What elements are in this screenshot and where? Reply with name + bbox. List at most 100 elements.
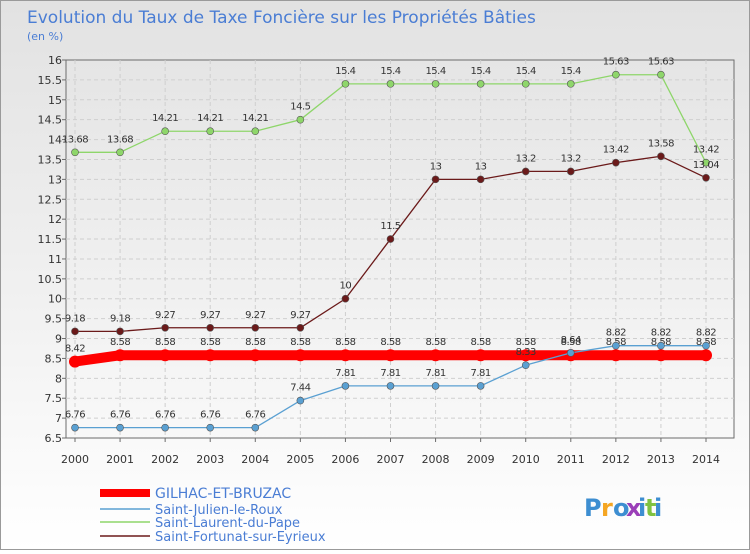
data-point bbox=[251, 127, 260, 136]
data-point bbox=[114, 349, 127, 362]
x-tick-label: 2014 bbox=[692, 453, 720, 466]
data-point bbox=[702, 341, 710, 350]
data-point bbox=[159, 349, 172, 362]
data-point bbox=[384, 349, 397, 362]
data-point bbox=[700, 349, 712, 362]
data-point bbox=[294, 349, 307, 362]
data-point bbox=[654, 349, 667, 362]
data-point bbox=[161, 423, 169, 432]
data-label: 8.58 bbox=[335, 337, 355, 348]
logo-letter: r bbox=[601, 494, 613, 522]
data-point bbox=[251, 423, 260, 432]
data-point bbox=[476, 80, 485, 88]
data-label: 13.42 bbox=[693, 145, 719, 156]
data-point bbox=[612, 70, 620, 79]
data-label: 13.2 bbox=[561, 153, 581, 164]
legend-label: Saint-Julien-le-Roux bbox=[155, 503, 283, 518]
x-tick-label: 2008 bbox=[422, 453, 450, 466]
data-label: 11.5 bbox=[380, 221, 400, 232]
data-point bbox=[296, 396, 305, 405]
y-tick-label: 15.5 bbox=[38, 74, 63, 87]
data-label: 13.04 bbox=[693, 160, 719, 171]
data-point bbox=[431, 382, 440, 390]
data-point bbox=[341, 294, 350, 303]
series-saint-laurent-du-pape: 13.68 13.68 14.21 14.21 14.21 14.5 15.4 15.4 15.… bbox=[62, 57, 720, 167]
data-label: 15.4 bbox=[471, 66, 491, 77]
data-point bbox=[519, 349, 532, 362]
data-label: 8.58 bbox=[425, 337, 445, 348]
data-label: 6.76 bbox=[65, 410, 85, 421]
logo-letter: i bbox=[654, 494, 662, 522]
data-point bbox=[296, 323, 305, 332]
x-tick-label: 2005 bbox=[286, 453, 314, 466]
data-point bbox=[339, 349, 352, 362]
y-tick-label: 14 bbox=[48, 134, 62, 147]
y-tick-label: 11.5 bbox=[38, 233, 63, 246]
data-label: 15.4 bbox=[380, 66, 400, 77]
data-label: 14.21 bbox=[152, 113, 178, 124]
y-tick-label: 7 bbox=[55, 412, 62, 425]
x-axis-ticks: 2000 2001 2002 2003 2004 2005 2006 2007 2008 2009… bbox=[61, 438, 720, 466]
data-point bbox=[386, 80, 395, 88]
data-label: 15.4 bbox=[425, 66, 445, 77]
y-tick-label: 12.5 bbox=[38, 193, 63, 206]
data-label: 9.27 bbox=[245, 310, 265, 321]
data-point bbox=[386, 382, 395, 390]
data-label: 13.2 bbox=[516, 153, 536, 164]
data-point bbox=[161, 127, 169, 136]
data-label: 7.81 bbox=[425, 368, 445, 379]
data-point bbox=[521, 80, 530, 88]
data-label: 8.82 bbox=[696, 328, 716, 339]
data-label: 8.42 bbox=[65, 344, 85, 355]
y-axis-label: (en %) bbox=[27, 30, 63, 43]
x-tick-label: 2012 bbox=[602, 453, 630, 466]
y-tick-label: 14.5 bbox=[38, 114, 63, 127]
y-tick-label: 16 bbox=[48, 54, 62, 67]
logo-letter: o bbox=[613, 494, 630, 522]
y-tick-label: 15 bbox=[48, 94, 62, 107]
logo-letter: t bbox=[645, 494, 656, 522]
y-tick-label: 6.5 bbox=[45, 432, 63, 445]
legend-label: Saint-Laurent-du-Pape bbox=[155, 516, 300, 531]
data-label: 15.4 bbox=[516, 66, 536, 77]
x-tick-label: 2000 bbox=[61, 453, 89, 466]
logo-letter: x bbox=[626, 494, 642, 522]
data-label: 8.58 bbox=[380, 337, 400, 348]
logo-letter: P bbox=[584, 494, 602, 522]
data-label: 8.82 bbox=[606, 328, 626, 339]
x-tick-label: 2003 bbox=[196, 453, 224, 466]
plot-frame bbox=[65, 59, 735, 439]
data-label: 15.4 bbox=[335, 66, 355, 77]
data-point bbox=[431, 80, 440, 88]
data-label: 13.68 bbox=[62, 134, 88, 145]
data-label: 8.58 bbox=[200, 337, 220, 348]
data-label: 10 bbox=[340, 281, 352, 292]
data-point bbox=[204, 349, 217, 362]
x-tick-label: 2010 bbox=[512, 453, 540, 466]
data-label: 9.18 bbox=[110, 313, 130, 324]
y-tick-label: 9 bbox=[55, 333, 62, 346]
data-point bbox=[612, 341, 620, 350]
data-point bbox=[609, 349, 622, 362]
x-tick-label: 2013 bbox=[647, 453, 675, 466]
data-label: 8.58 bbox=[110, 337, 130, 348]
x-tick-label: 2006 bbox=[331, 453, 359, 466]
data-label: 6.76 bbox=[200, 410, 220, 421]
data-label: 8.82 bbox=[651, 328, 671, 339]
data-point bbox=[521, 167, 530, 176]
data-label: 13.68 bbox=[107, 134, 133, 145]
data-label: 7.81 bbox=[471, 368, 491, 379]
legend: GILHAC-ET-BRUZACSaint-Julien-le-RouxSain… bbox=[100, 486, 326, 545]
data-label: 8.58 bbox=[155, 337, 175, 348]
data-point bbox=[702, 158, 710, 167]
data-point bbox=[431, 175, 440, 184]
data-label: 8.64 bbox=[561, 335, 581, 346]
data-label: 8.58 bbox=[290, 337, 310, 348]
data-point bbox=[657, 152, 665, 161]
data-label: 15.63 bbox=[603, 57, 629, 68]
data-point bbox=[206, 127, 215, 136]
data-point bbox=[612, 158, 620, 167]
data-label: 13 bbox=[430, 161, 442, 172]
